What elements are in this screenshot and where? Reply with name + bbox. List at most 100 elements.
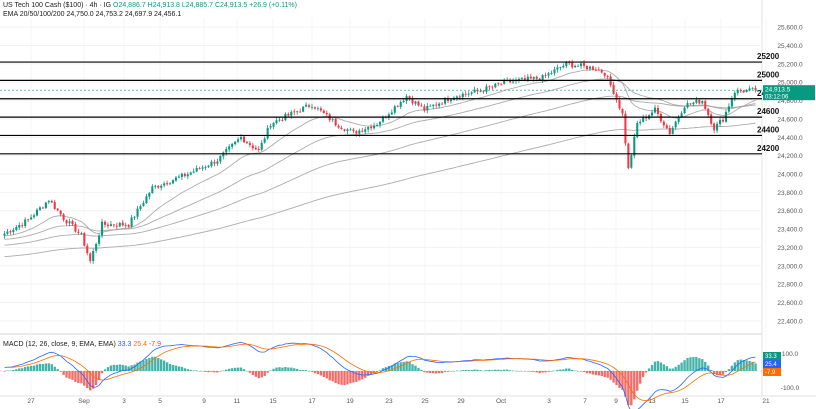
macd-hist-bar [298, 370, 302, 371]
candle-body [429, 105, 432, 107]
macd-hist-bar [387, 366, 391, 371]
candle-body [444, 98, 447, 104]
candle-body [455, 96, 458, 99]
candle-body [225, 149, 228, 153]
candle-body [242, 136, 246, 143]
macd-hist-bar [639, 371, 642, 384]
macd-hist-bar [296, 368, 299, 371]
candle-body [331, 119, 334, 121]
macd-hist-bar [204, 371, 207, 372]
candle-body [106, 224, 110, 226]
candle-body [458, 96, 461, 98]
candle-body [18, 225, 21, 228]
candle-body [115, 225, 118, 227]
macd-hist-bar [369, 371, 373, 375]
macd-hist-bar [612, 371, 615, 383]
y-tick-label: 23,200.0 [777, 245, 803, 252]
macd-hist-bar [266, 371, 269, 373]
candle-body [532, 76, 535, 79]
macd-hist-bar [704, 361, 707, 371]
candle-body [35, 209, 39, 216]
macd-hist-bar [3, 371, 6, 372]
macd-hist-bar [721, 371, 725, 375]
macd-hist-bar [349, 371, 352, 384]
candle-body [730, 99, 733, 107]
candle-body [290, 111, 293, 116]
candle-body [387, 114, 390, 118]
macd-hist-bar [432, 371, 435, 374]
macd-hist-bar [582, 371, 586, 372]
macd-hist-bar [21, 368, 24, 371]
level-label-25000: 25000 [757, 70, 780, 79]
candle-body [600, 70, 603, 73]
candle-body [15, 227, 18, 230]
ema-values: 24,750.0 24,753.2 24,697.9 24,456.1 [66, 11, 182, 18]
candle-body [308, 105, 311, 107]
y-tick-label: 24,600.0 [777, 116, 803, 123]
candle-body [642, 117, 645, 122]
macd-hist-bar [325, 371, 328, 379]
macd-hist-bar [739, 359, 742, 371]
macd-value-tag [763, 368, 781, 376]
candle-body [121, 222, 124, 226]
y-tick-label: 23,600.0 [777, 208, 803, 215]
macd-hist-bar [644, 371, 648, 373]
candle-body [721, 119, 725, 122]
macd-hist-bar [647, 368, 651, 371]
macd-hist-bar [411, 364, 414, 371]
macd-hist-bar [511, 370, 515, 372]
macd-hist-bar [446, 371, 450, 372]
x-tick-label: 29 [457, 398, 465, 405]
macd-hist-bar [565, 368, 568, 371]
macd-hist-bar [50, 364, 53, 371]
candle-body [44, 202, 47, 209]
last-price-tag [763, 85, 815, 101]
macd-hist-bar [15, 369, 18, 371]
candle-body [343, 129, 346, 131]
candle-body [491, 86, 494, 88]
candle-body [204, 167, 207, 168]
candle-body [38, 207, 41, 210]
candle-body [139, 206, 142, 209]
macd-hist-bar [429, 371, 432, 374]
macd-hist-bar [677, 364, 680, 371]
candle-body [624, 113, 627, 144]
candle-body [166, 183, 169, 185]
candle-body [207, 165, 210, 168]
macd-value-tag-text: -7.9 [765, 370, 776, 376]
macd-hist-bar [275, 367, 278, 371]
macd-hist-bar [68, 371, 71, 379]
macd-hist-bar [26, 366, 30, 371]
candle-body [254, 147, 257, 150]
candle-body [334, 118, 337, 126]
macd-hist-bar [74, 371, 77, 382]
candle-body [544, 75, 547, 76]
macd-hist-bar [547, 371, 550, 372]
candle-body [154, 185, 157, 187]
macd-hist-bar [668, 368, 671, 371]
macd-hist-bar [686, 357, 689, 371]
macd-hist-bar [77, 371, 80, 384]
macd-hist-bar [751, 361, 754, 371]
candle-body [485, 86, 488, 92]
macd-hist-bar [322, 371, 326, 378]
candle-body [260, 142, 263, 150]
macd-tick-label: 100.0 [782, 351, 799, 358]
y-tick-label: 24,800.0 [777, 98, 803, 105]
macd-hist-bar [585, 371, 589, 374]
candle-body [420, 105, 423, 107]
macd-hist-bar [80, 371, 83, 384]
y-tick-label: 24,400.0 [777, 135, 803, 142]
macd-hist-bar [443, 371, 447, 372]
candle-body [550, 73, 553, 74]
macd-hist-bar [287, 367, 290, 371]
macd-hist-bar [124, 365, 127, 371]
candle-body [180, 173, 183, 177]
macd-hist-bar [148, 358, 151, 371]
macd-hist-bar [473, 369, 476, 371]
macd-hist-bar [399, 362, 402, 371]
macd-hist-bar [568, 368, 571, 371]
macd-hist-bar [364, 371, 367, 378]
macd-hist-bar [680, 362, 683, 371]
